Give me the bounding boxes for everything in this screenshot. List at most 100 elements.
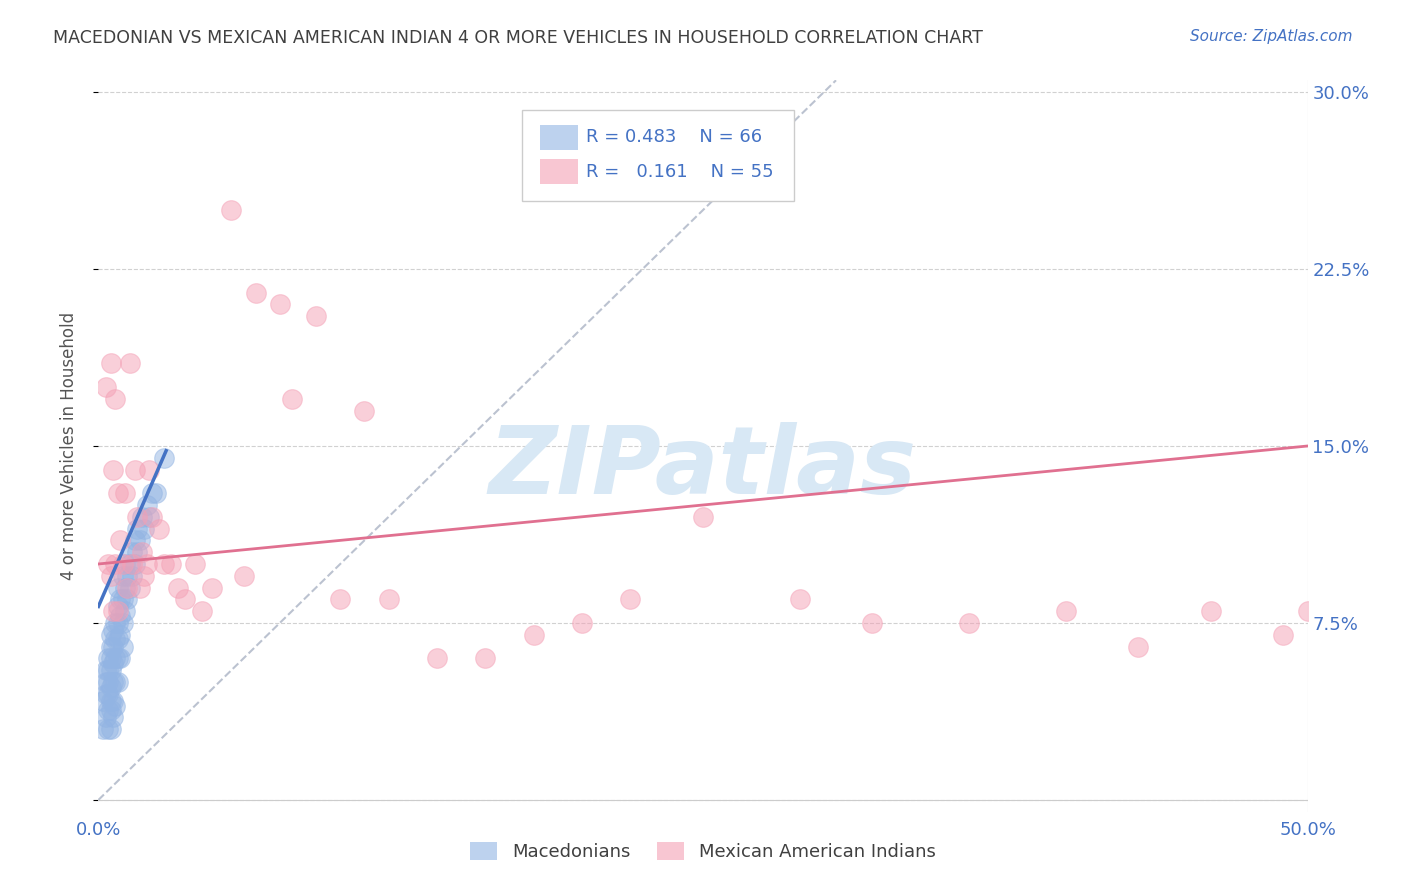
Point (377, 592, 399, 607)
Point (118, 557, 141, 571)
Point (148, 522, 170, 536)
Point (135, 557, 157, 571)
Point (128, 533, 150, 548)
Point (1296, 604, 1319, 618)
Point (107, 581, 129, 595)
Point (118, 581, 141, 595)
Point (101, 675, 124, 690)
Point (94, 675, 117, 690)
Point (107, 675, 129, 690)
Point (104, 698, 127, 713)
Point (111, 615, 134, 630)
Point (127, 509, 149, 524)
Point (100, 356, 122, 370)
Point (94, 663, 117, 677)
Point (101, 604, 124, 618)
Point (104, 557, 127, 571)
Point (104, 675, 127, 690)
Legend: Macedonians, Mexican American Indians: Macedonians, Mexican American Indians (463, 835, 943, 869)
Text: Source: ZipAtlas.com: Source: ZipAtlas.com (1189, 29, 1353, 45)
Point (107, 604, 129, 618)
Point (107, 599, 129, 614)
Point (100, 680, 122, 694)
Point (114, 557, 136, 571)
Point (191, 604, 214, 618)
Point (121, 557, 143, 571)
Point (124, 533, 146, 548)
Point (127, 545, 149, 559)
Point (108, 651, 131, 665)
Point (221, 202, 243, 217)
Point (104, 632, 127, 647)
Point (101, 623, 124, 637)
Point (104, 651, 127, 665)
Point (97, 722, 120, 736)
Point (104, 615, 127, 630)
Point (353, 403, 375, 417)
Point (692, 509, 714, 524)
Point (269, 297, 291, 311)
Point (152, 450, 174, 465)
Point (160, 557, 183, 571)
Point (131, 509, 153, 524)
Point (134, 522, 156, 536)
Point (117, 568, 139, 582)
Point (245, 285, 267, 300)
Point (100, 651, 122, 665)
Point (97, 557, 120, 571)
Point (329, 592, 352, 607)
Point (91, 722, 114, 736)
Point (101, 462, 124, 476)
Point (1199, 604, 1222, 618)
Point (152, 557, 174, 571)
Point (127, 522, 149, 536)
Point (101, 710, 124, 724)
Point (101, 656, 124, 670)
Point (100, 568, 122, 582)
Point (100, 663, 122, 677)
Point (305, 310, 328, 324)
FancyBboxPatch shape (540, 125, 578, 150)
Point (94, 380, 117, 394)
Point (141, 486, 163, 500)
Point (107, 486, 129, 500)
Point (100, 694, 122, 708)
Point (107, 632, 129, 647)
Point (135, 498, 157, 512)
Point (97, 663, 120, 677)
Point (100, 722, 122, 736)
FancyBboxPatch shape (540, 160, 578, 184)
Point (94, 687, 117, 701)
Point (789, 592, 811, 607)
Point (111, 557, 134, 571)
Point (111, 568, 134, 582)
Point (1272, 628, 1295, 642)
Point (111, 640, 134, 654)
Point (121, 545, 143, 559)
Point (108, 628, 131, 642)
Point (138, 509, 160, 524)
Point (97, 687, 120, 701)
Point (174, 592, 197, 607)
Point (94, 710, 117, 724)
Point (131, 545, 153, 559)
Point (474, 651, 496, 665)
Text: R = 0.483    N = 66: R = 0.483 N = 66 (586, 128, 762, 146)
Point (1128, 640, 1150, 654)
Point (426, 651, 449, 665)
Point (128, 581, 150, 595)
Point (97, 703, 120, 717)
Point (184, 557, 207, 571)
Point (121, 568, 143, 582)
Point (118, 356, 141, 370)
Point (114, 486, 136, 500)
Point (138, 462, 160, 476)
Point (97, 675, 120, 690)
FancyBboxPatch shape (522, 110, 793, 201)
Point (571, 615, 593, 630)
Point (201, 581, 224, 595)
Point (124, 557, 146, 571)
Point (134, 568, 156, 582)
Point (100, 640, 122, 654)
Point (114, 604, 136, 618)
